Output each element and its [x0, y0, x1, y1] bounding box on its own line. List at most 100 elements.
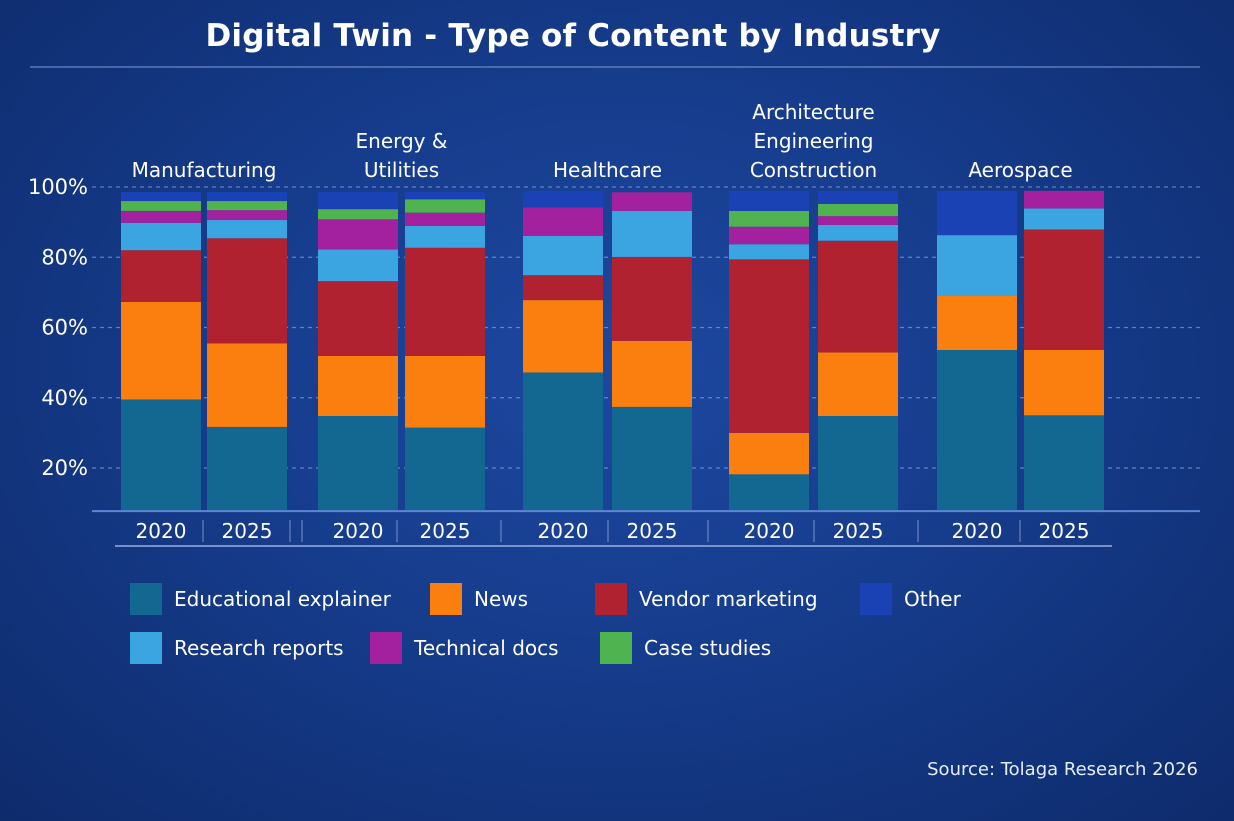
bar-segment-news [937, 295, 1017, 350]
legend-label: Educational explainer [174, 587, 391, 611]
bar-segment-technical-docs [405, 212, 485, 226]
bar-segment-educational-explainer [1024, 415, 1104, 511]
bar-segment-case-studies [818, 203, 898, 217]
x-tick-label: 2025 [420, 519, 471, 543]
group-label: Utilities [364, 158, 439, 182]
bar-segment-case-studies [729, 210, 809, 227]
legend-item: Case studies [600, 632, 800, 664]
bar-segment-educational-explainer [937, 349, 1017, 511]
bar-segment-research-reports [612, 210, 692, 257]
x-tick-label: 2025 [1039, 519, 1090, 543]
bar-segment-vendor-marketing [612, 256, 692, 341]
source-note: Source: Tolaga Research 2026 [927, 759, 1198, 780]
group-label: Energy & [356, 129, 448, 153]
bar-segment-news [729, 432, 809, 475]
bar-segment-news [523, 300, 603, 373]
group-label: Engineering [754, 129, 874, 153]
legend-label: Research reports [174, 636, 344, 660]
y-tick-label: 80% [41, 245, 88, 269]
bar-segment-educational-explainer [818, 416, 898, 511]
bar-segment-research-reports [207, 220, 287, 239]
bar-segment-other [121, 191, 201, 202]
bar-segment-educational-explainer [121, 399, 201, 511]
bar-segment-educational-explainer [318, 416, 398, 511]
bar-segment-news [612, 340, 692, 407]
legend-swatch [130, 583, 162, 615]
bar-segment-case-studies [318, 209, 398, 220]
bar-segment-technical-docs [523, 207, 603, 236]
bar-segment-other [318, 191, 398, 210]
legend-row: Research reports Technical docs Case studi… [130, 632, 1030, 664]
bar-segment-news [318, 355, 398, 417]
title-divider [30, 66, 1200, 68]
bar-segment-case-studies [405, 199, 485, 213]
legend-label: Other [904, 587, 961, 611]
bar-segment-other [937, 190, 1017, 236]
bar-segment-news [207, 343, 287, 427]
group-label: Healthcare [553, 158, 662, 182]
legend-label: Vendor marketing [639, 587, 818, 611]
group-label: Architecture [752, 100, 874, 124]
bar-segment-vendor-marketing [121, 250, 201, 302]
x-tick-label: 2025 [833, 519, 884, 543]
legend-item: Vendor marketing [595, 583, 860, 615]
bar-segment-educational-explainer [207, 426, 287, 511]
x-tick-label: 2025 [627, 519, 678, 543]
legend-row: Educational explainer News Vendor marketin… [130, 583, 1030, 615]
bar-segment-other [523, 190, 603, 208]
bar-segment-vendor-marketing [523, 275, 603, 301]
bar-segment-vendor-marketing [405, 247, 485, 356]
bar-segment-news [405, 355, 485, 428]
y-tick-label: 60% [41, 316, 88, 340]
legend-item: Research reports [130, 632, 370, 664]
legend-item: Educational explainer [130, 583, 430, 615]
group-label: Aerospace [968, 158, 1072, 182]
chart-title: Digital Twin - Type of Content by Indust… [205, 18, 941, 54]
bar-segment-research-reports [405, 225, 485, 248]
bar-segment-technical-docs [318, 219, 398, 250]
bar-segment-case-studies [207, 201, 287, 211]
y-tick-label: 40% [41, 386, 88, 410]
legend-label: Technical docs [414, 636, 559, 660]
bar-segment-other [405, 191, 485, 200]
bar-segment-other [729, 190, 809, 211]
bar-segment-research-reports [1024, 208, 1104, 230]
bar-segment-news [1024, 349, 1104, 416]
x-tick-label: 2020 [136, 519, 187, 543]
x-tick-label: 2020 [952, 519, 1003, 543]
legend-swatch [370, 632, 402, 664]
bar-segment-other [207, 191, 287, 202]
legend-item: Technical docs [370, 632, 600, 664]
bar-segment-vendor-marketing [818, 240, 898, 353]
bar-segment-technical-docs [1024, 190, 1104, 209]
bar-segment-vendor-marketing [729, 259, 809, 433]
bar-segment-technical-docs [121, 210, 201, 223]
legend-item: News [430, 583, 595, 615]
legend-label: Case studies [644, 636, 772, 660]
x-tick-label: 2020 [333, 519, 384, 543]
bar-segment-other [818, 190, 898, 204]
group-label: Manufacturing [132, 158, 277, 182]
x-tick-label: 2020 [538, 519, 589, 543]
bar-segment-vendor-marketing [318, 281, 398, 356]
y-tick-label: 100% [28, 175, 88, 199]
bar-segment-technical-docs [207, 210, 287, 221]
bar-segment-news [121, 301, 201, 400]
bar-segment-research-reports [318, 249, 398, 282]
legend-swatch [130, 632, 162, 664]
bar-segment-research-reports [121, 222, 201, 251]
legend-swatch [595, 583, 627, 615]
bar-segment-vendor-marketing [1024, 229, 1104, 350]
bar-segment-educational-explainer [612, 406, 692, 511]
bar-segment-research-reports [818, 224, 898, 241]
bar-segment-technical-docs [818, 216, 898, 225]
group-label: Construction [750, 158, 877, 182]
bar-segment-research-reports [937, 235, 1017, 296]
legend-label: News [474, 587, 529, 611]
bar-segment-educational-explainer [523, 372, 603, 511]
legend-swatch [600, 632, 632, 664]
bar-segment-case-studies [121, 201, 201, 211]
legend-swatch [860, 583, 892, 615]
x-tick-label: 2020 [744, 519, 795, 543]
